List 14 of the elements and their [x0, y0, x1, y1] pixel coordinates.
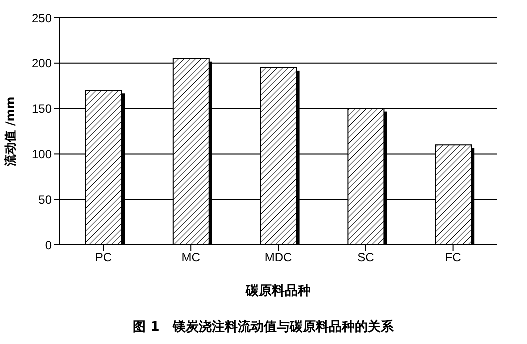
y-tick-label: 150 [32, 102, 52, 116]
x-tick-label: MDC [264, 250, 292, 265]
y-tick-label: 200 [32, 56, 52, 71]
y-tick-label: 100 [32, 147, 52, 162]
text: 图 1 镁炭浇注料流动值与碳原料品种的关系 [132, 318, 395, 336]
x-axis-title: 碳原料品种 [245, 284, 311, 299]
y-tick-label: 250 [32, 11, 52, 26]
x-tick-label: SC [358, 250, 375, 265]
y-axis-title: 流动值 /mm [3, 96, 18, 168]
x-tick-label: FC [445, 250, 462, 265]
y-tick-label: 50 [38, 192, 52, 207]
y-tick-label: 0 [45, 238, 52, 252]
x-tick-label: MC [182, 250, 201, 265]
x-tick-label: PC [95, 250, 112, 265]
